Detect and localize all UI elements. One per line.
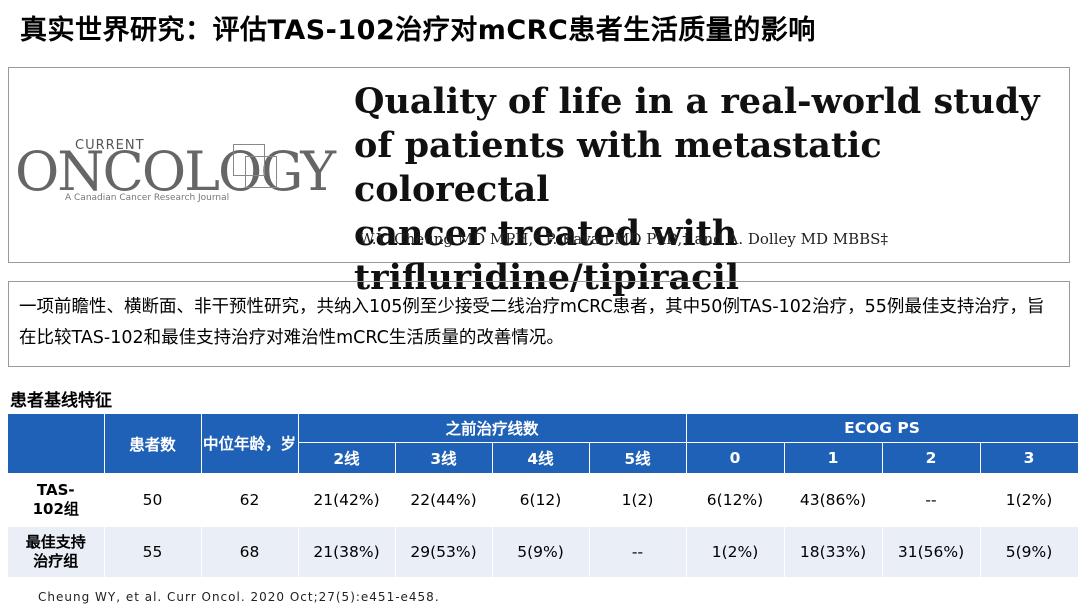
cell-ecog: --: [882, 473, 981, 527]
cell-patients: 50: [104, 473, 202, 527]
paper-title: Quality of life in a real-world study of…: [354, 80, 1069, 300]
cell-ecog: 43(86%): [784, 473, 883, 527]
sub-header-ecog: 2: [882, 442, 981, 474]
col-header-age: 中位年龄，岁: [201, 414, 299, 474]
group-header-prior-lines: 之前治疗线数: [298, 414, 687, 443]
group-header-ecog: ECOG PS: [686, 414, 1079, 443]
cell-ecog: 6(12%): [686, 473, 785, 527]
sub-header-prior: 4线: [492, 442, 590, 474]
journal-logo-current: CURRENT: [75, 138, 145, 153]
study-summary: 一项前瞻性、横断面、非干预性研究，共纳入105例至少接受二线治疗mCRC患者，其…: [8, 281, 1070, 367]
sub-header-prior: 3线: [395, 442, 493, 474]
paper-header-box: CURRENT ONCOLOGY A Canadian Cancer Resea…: [8, 67, 1070, 298]
cell-prior: 29(53%): [395, 526, 493, 578]
row-label: 最佳支持治疗组: [8, 526, 105, 578]
sub-header-ecog: 0: [686, 442, 785, 474]
logo-square-mark: [245, 156, 277, 188]
cell-prior: 6(12): [492, 473, 590, 527]
slide-title: 真实世界研究：评估TAS-102治疗对mCRC患者生活质量的影响: [20, 15, 816, 46]
table-heading: 患者基线特征: [10, 391, 112, 411]
cell-ecog: 1(2%): [686, 526, 785, 578]
sub-header-ecog: 1: [784, 442, 883, 474]
baseline-table: 患者数 中位年龄，岁 之前治疗线数 ECOG PS 2线 3线 4线 5线 0 …: [8, 414, 1079, 578]
paper-authors: W.Y. Cheung MD MPH,* P. Kavan MD PhD,† a…: [359, 230, 888, 248]
table-row: TAS-102组 50 62 21(42%) 22(44%) 6(12) 1(2…: [8, 473, 1079, 527]
cell-age: 62: [201, 473, 299, 527]
cell-prior: --: [589, 526, 687, 578]
paper-title-line: cancer treated with trifluridine/tipirac…: [354, 213, 740, 298]
row-label: TAS-102组: [8, 473, 105, 527]
journal-logo-subtitle: A Canadian Cancer Research Journal: [65, 193, 230, 203]
table-corner: [8, 414, 105, 474]
cell-prior: 22(44%): [395, 473, 493, 527]
cell-ecog: 31(56%): [882, 526, 981, 578]
cell-prior: 21(42%): [298, 473, 396, 527]
citation: Cheung WY, et al. Curr Oncol. 2020 Oct;2…: [38, 590, 440, 604]
cell-prior: 5(9%): [492, 526, 590, 578]
table-row: 最佳支持治疗组 55 68 21(38%) 29(53%) 5(9%) -- 1…: [8, 526, 1079, 578]
sub-header-prior: 2线: [298, 442, 396, 474]
cell-ecog: 1(2%): [980, 473, 1079, 527]
logo-square-mark: [233, 144, 265, 176]
sub-header-prior: 5线: [589, 442, 687, 474]
col-header-patients: 患者数: [104, 414, 202, 474]
cell-ecog: 18(33%): [784, 526, 883, 578]
cell-age: 68: [201, 526, 299, 578]
journal-logo: CURRENT ONCOLOGY A Canadian Cancer Resea…: [13, 136, 336, 206]
cell-patients: 55: [104, 526, 202, 578]
cell-prior: 1(2): [589, 473, 687, 527]
paper-title-line: of patients with metastatic colorectal: [354, 125, 882, 210]
paper-title-line: Quality of life in a real-world study: [354, 81, 1040, 122]
cell-prior: 21(38%): [298, 526, 396, 578]
cell-ecog: 5(9%): [980, 526, 1079, 578]
journal-logo-name: ONCOLOGY: [15, 140, 336, 203]
sub-header-ecog: 3: [980, 442, 1079, 474]
